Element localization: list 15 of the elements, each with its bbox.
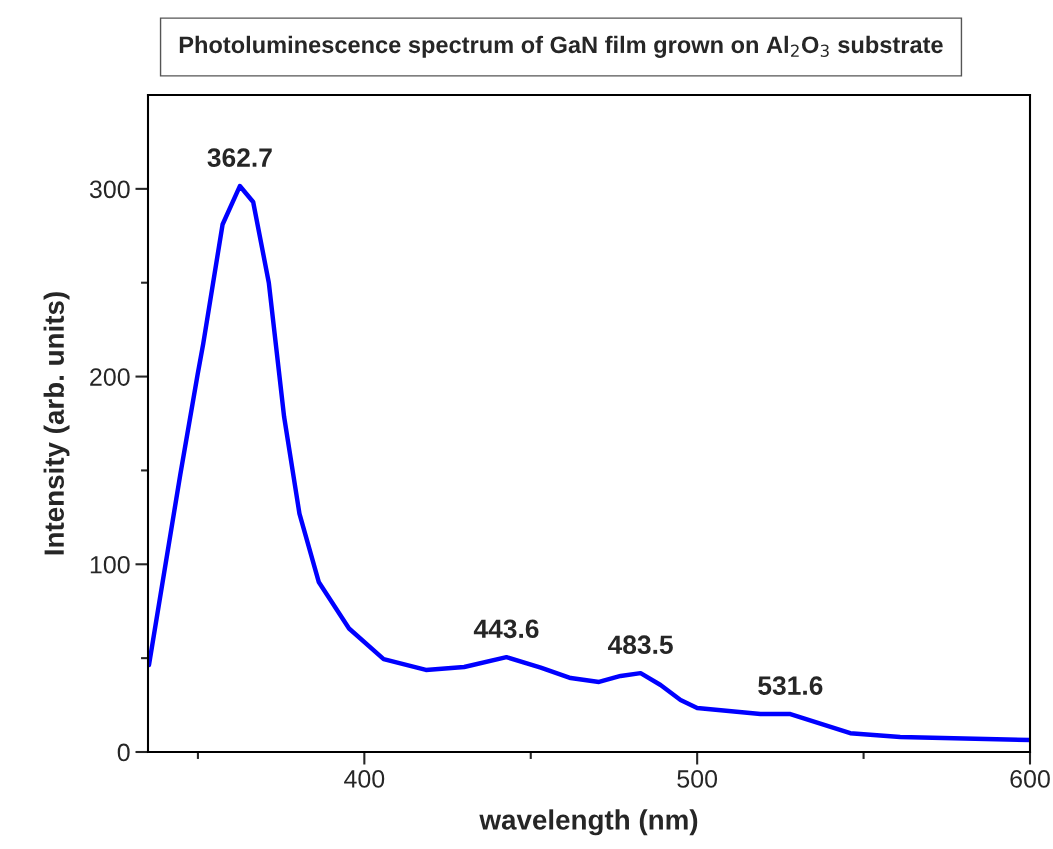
y-tick-label: 0 (117, 743, 130, 762)
y-tick-label: 200 (90, 368, 130, 386)
x-tick-label: 600 (1010, 770, 1050, 788)
annotation: 443.6 (473, 619, 539, 639)
chart-title: Photoluminescence spectrum of GaN film grown on Al$_{2}$O$_{3}$ substrate (179, 35, 943, 58)
x-tick-label: 400 (344, 770, 385, 788)
x-axis-title: wavelength (nm) (479, 809, 698, 836)
line-series (148, 183, 1030, 743)
y-tick-label: 300 (89, 180, 130, 199)
y-tick-label: 100 (90, 555, 130, 574)
x-tick-label: 500 (677, 770, 718, 788)
annotation: 531.6 (758, 676, 823, 696)
annotation: 483.5 (607, 635, 673, 655)
y-axis-title: Intensity (arb. units) (43, 292, 70, 555)
annotation: 362.7 (207, 148, 272, 167)
